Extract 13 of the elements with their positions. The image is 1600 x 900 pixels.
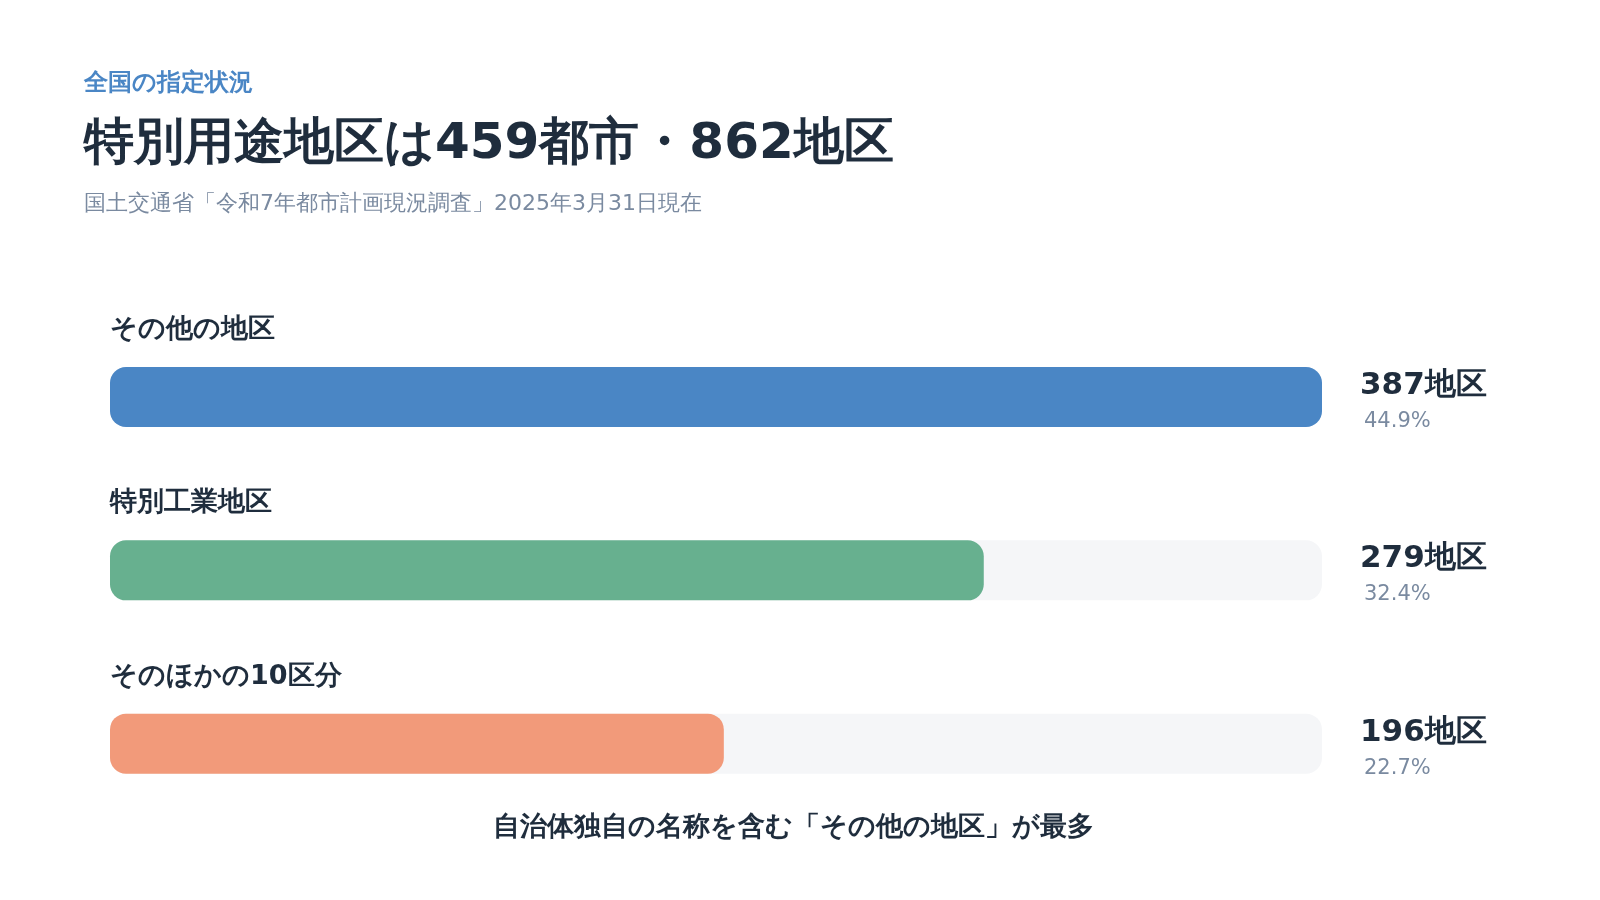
y-tick-label: そのほかの10区分 bbox=[110, 658, 343, 690]
text: 22.7% bbox=[1364, 754, 1431, 779]
data-label: 387地区 bbox=[1360, 365, 1487, 401]
y-tick-label: その他の地区 bbox=[110, 312, 275, 343]
data-label: 279地区 bbox=[1360, 538, 1487, 575]
text: 自治体独自の名称を含む「その他の地区」が最多 bbox=[491, 809, 1095, 843]
text: 32.4% bbox=[1364, 581, 1431, 606]
text: 44.9% bbox=[1364, 408, 1431, 432]
text: 国土交通省「令和7年都市計画現況調査」2025年3月31日現在 bbox=[84, 189, 702, 217]
chart-title: 特別用途地区は459都市・862地区 bbox=[84, 111, 894, 172]
data-label: 196地区 bbox=[1360, 711, 1487, 748]
chart-subtitle: 全国の指定状況 bbox=[84, 67, 253, 98]
y-tick-label: 特別工業地区 bbox=[109, 485, 272, 517]
